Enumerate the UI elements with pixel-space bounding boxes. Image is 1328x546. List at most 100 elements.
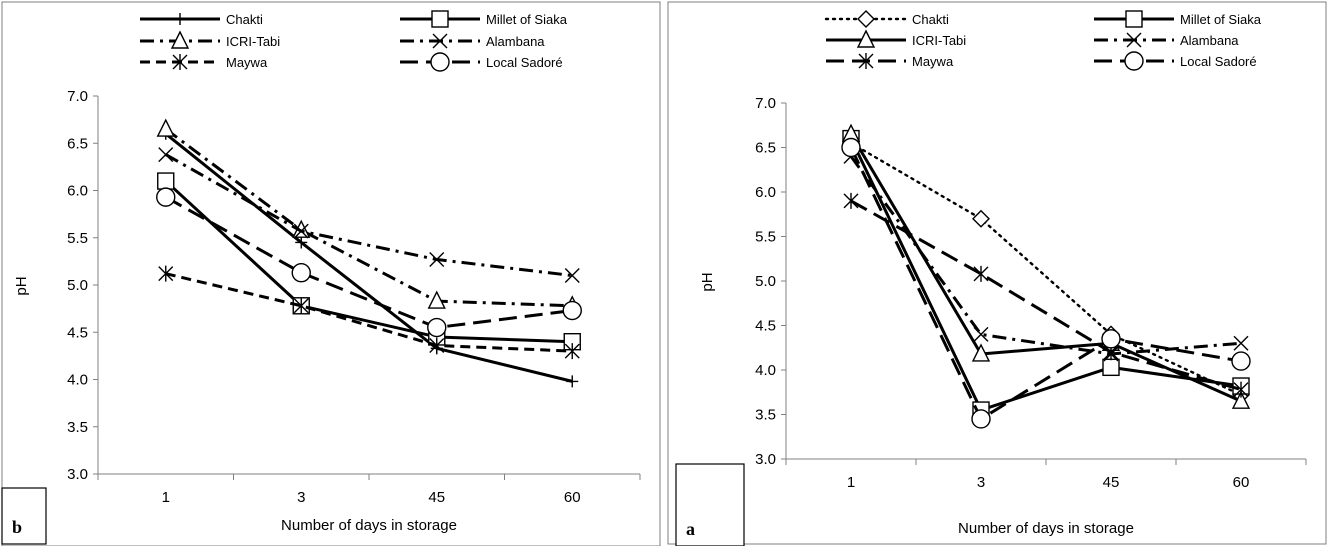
data-point xyxy=(429,251,445,267)
data-point xyxy=(1233,335,1249,351)
legend-label: Chakti xyxy=(912,12,949,27)
data-point xyxy=(973,326,989,342)
legend-item-millet-of-siaka: Millet of Siaka xyxy=(400,10,568,28)
legend-label: Millet of Siaka xyxy=(1180,12,1262,27)
x-tick-label: 60 xyxy=(564,489,581,506)
series-line xyxy=(164,179,573,344)
y-tick-label: 7.0 xyxy=(755,95,776,112)
data-point xyxy=(291,263,311,283)
legend-label: Millet of Siaka xyxy=(486,12,568,27)
data-point xyxy=(562,300,582,321)
y-tick-label: 5.0 xyxy=(67,277,88,294)
legend-label: ICRI-Tabi xyxy=(912,33,966,48)
series-line xyxy=(165,153,573,278)
series-maywa xyxy=(158,265,580,360)
legend-marker xyxy=(432,33,448,49)
y-axis-title: pH xyxy=(699,272,716,291)
legend: Chakti Millet of Siaka ICRI-Tabi Alambana Ma… xyxy=(140,10,568,72)
x-tick-label: 60 xyxy=(1233,474,1250,491)
y-tick-label: 6.5 xyxy=(755,140,776,157)
x-tick-label: 3 xyxy=(297,489,305,506)
legend-label: Local Sadoré xyxy=(486,55,563,70)
panel-label: a xyxy=(686,519,695,539)
x-tick-label: 45 xyxy=(428,489,445,506)
legend-marker xyxy=(1125,10,1143,28)
legend-marker xyxy=(172,54,188,70)
data-point xyxy=(157,172,175,190)
data-point xyxy=(841,137,861,158)
x-axis-title: Number of days in storage xyxy=(958,520,1134,537)
x-axis-title: Number of days in storage xyxy=(281,517,457,534)
legend-item-icri-tabi: ICRI-Tabi xyxy=(140,30,280,49)
data-point xyxy=(971,343,991,362)
series-line xyxy=(849,137,1242,412)
data-point xyxy=(1231,390,1251,409)
legend-marker xyxy=(857,10,875,28)
data-point xyxy=(1233,381,1249,398)
legend-item-icri-tabi: ICRI-Tabi xyxy=(826,29,966,48)
legend-label: Chakti xyxy=(226,12,263,27)
legend-item-maywa: Maywa xyxy=(826,53,954,69)
y-tick-label: 3.5 xyxy=(67,419,88,436)
y-tick-label: 5.5 xyxy=(67,230,88,247)
legend-label: ICRI-Tabi xyxy=(226,34,280,49)
legend-marker xyxy=(1126,32,1142,48)
y-tick-label: 4.5 xyxy=(755,318,776,335)
series-alambana xyxy=(158,147,580,284)
legend-item-millet-of-siaka: Millet of Siaka xyxy=(1094,10,1262,28)
legend-label: Alambana xyxy=(486,34,545,49)
data-point xyxy=(429,337,445,354)
legend-item-alambana: Alambana xyxy=(400,33,545,49)
chart-frame xyxy=(1,1,661,546)
series-local-sadore xyxy=(841,137,1251,429)
y-tick-label: 6.0 xyxy=(755,184,776,201)
legend-item-chakti: Chakti xyxy=(824,10,949,28)
x-tick-label: 1 xyxy=(847,474,855,491)
data-point xyxy=(427,317,447,338)
data-point xyxy=(427,290,446,309)
y-tick-label: 4.0 xyxy=(67,372,88,389)
data-point xyxy=(564,268,580,284)
series-line xyxy=(164,127,573,308)
series-line xyxy=(849,146,1242,421)
data-point xyxy=(1231,351,1251,371)
series-icri-tabi xyxy=(156,118,582,314)
panel-label-box xyxy=(675,463,745,546)
series-line xyxy=(849,155,1242,356)
legend-marker xyxy=(858,53,874,69)
legend-marker xyxy=(170,30,190,49)
y-tick-label: 6.0 xyxy=(67,183,88,200)
data-point xyxy=(1102,358,1120,377)
y-tick-label: 4.0 xyxy=(755,362,776,379)
series-line xyxy=(849,141,1243,397)
data-point xyxy=(972,209,990,228)
series-alambana xyxy=(843,148,1249,362)
chart-panel-b: 3.0 3.5 4.0 4.5 5.0 5.5 6.0 6.5 7.0 1 3 45 60 pH Numbe… xyxy=(1,1,661,546)
data-point xyxy=(158,147,174,163)
data-point xyxy=(156,118,175,137)
series-line xyxy=(164,132,573,383)
chart-panel-a: 3.0 3.5 4.0 4.5 5.0 5.5 6.0 6.5 7.0 1 3 45 60 pH Numbe… xyxy=(667,1,1327,546)
y-axis-title: pH xyxy=(13,276,30,295)
data-point xyxy=(293,223,309,239)
legend-marker xyxy=(1124,51,1144,71)
series-maywa xyxy=(843,192,1249,398)
y-tick-label: 3.0 xyxy=(755,451,776,468)
series-millet-of-siaka xyxy=(157,172,581,351)
legend-marker xyxy=(174,13,186,25)
series-icri-tabi xyxy=(841,123,1251,409)
data-point xyxy=(843,192,859,209)
y-tick-label: 3.5 xyxy=(755,407,776,424)
y-tick-label: 6.5 xyxy=(67,135,88,152)
data-point xyxy=(295,236,308,249)
panel-label-box xyxy=(1,487,47,545)
series-local-sadore xyxy=(156,187,582,338)
y-tick-label: 5.0 xyxy=(755,273,776,290)
data-point xyxy=(971,409,991,429)
x-tick-label: 3 xyxy=(977,474,985,491)
y-tick-label: 5.5 xyxy=(755,229,776,246)
legend-item-chakti: Chakti xyxy=(140,12,263,27)
series-line xyxy=(165,195,573,330)
legend-item-local-sadore: Local Sadoré xyxy=(1094,51,1257,71)
